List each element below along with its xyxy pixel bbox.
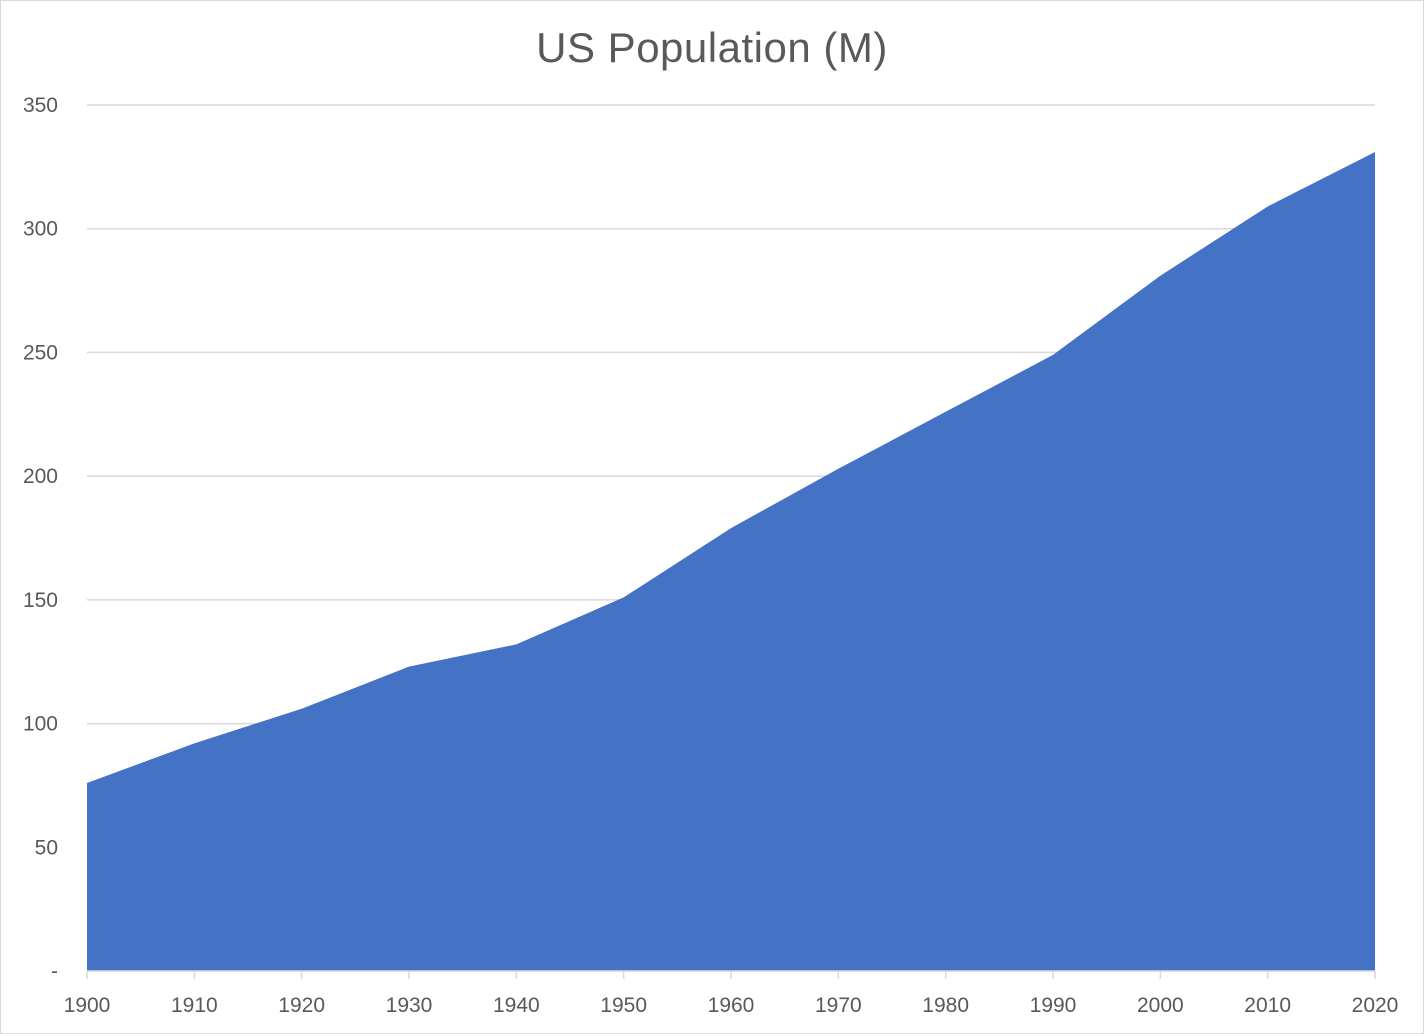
y-axis: - 50 100 150 200 250 300 350 — [23, 94, 58, 983]
x-tick-label: 1960 — [708, 994, 755, 1017]
y-tick-label: 150 — [23, 589, 58, 612]
y-tick-label: 300 — [23, 218, 58, 241]
x-tick-label: 1940 — [493, 994, 540, 1017]
x-tick-label: 1970 — [815, 994, 862, 1017]
x-tick-label: 1950 — [600, 994, 647, 1017]
x-tick-label: 1930 — [386, 994, 433, 1017]
y-tick-label: 100 — [23, 713, 58, 736]
x-tick-label: 2000 — [1137, 994, 1184, 1017]
x-tick-label: 1980 — [922, 994, 969, 1017]
y-tick-label: 50 — [35, 836, 58, 859]
series-layer — [86, 152, 1376, 972]
area-series — [87, 152, 1375, 972]
y-tick-label: 350 — [23, 94, 58, 117]
x-tick-label: 2010 — [1244, 994, 1291, 1017]
chart-title: US Population (M) — [536, 24, 888, 71]
y-tick-label: 250 — [23, 341, 58, 364]
y-tick-label: 200 — [23, 465, 58, 488]
x-tick-label: 2020 — [1352, 994, 1399, 1017]
y-tick-label: - — [51, 960, 58, 983]
x-tick-label: 1920 — [278, 994, 325, 1017]
x-tick-label: 1900 — [64, 994, 111, 1017]
x-axis: 1900 1910 1920 1930 1940 1950 1960 1970 1980 1990… — [64, 970, 1399, 1017]
x-tick-label: 1910 — [171, 994, 218, 1017]
x-tick-label: 1990 — [1030, 994, 1077, 1017]
